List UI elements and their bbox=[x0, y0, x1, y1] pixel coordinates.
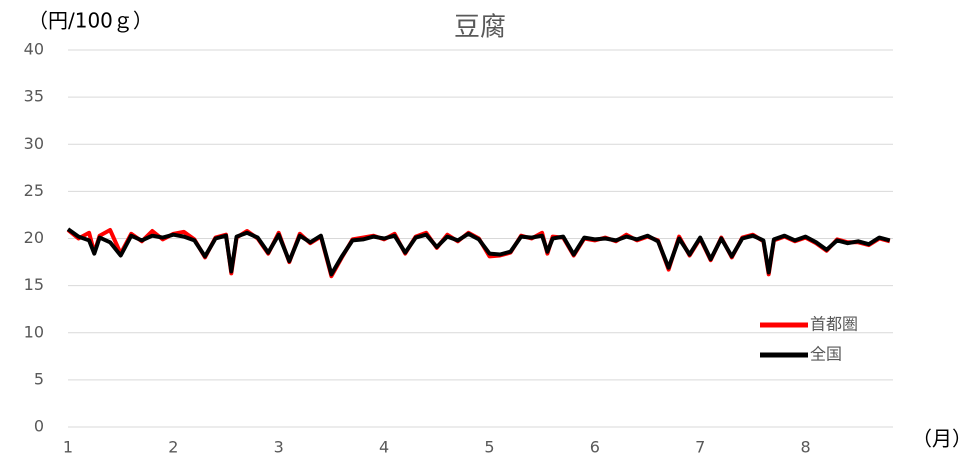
y-tick-label: 25 bbox=[24, 181, 44, 200]
y-axis-title: （円/100ｇ） bbox=[28, 9, 153, 33]
series-line bbox=[66, 227, 891, 277]
chart-title: 豆腐 bbox=[454, 13, 506, 43]
legend-label: 全国 bbox=[810, 345, 842, 364]
x-tick-label: 4 bbox=[379, 438, 389, 457]
y-tick-label: 15 bbox=[24, 275, 44, 294]
y-tick-label: 30 bbox=[24, 134, 44, 153]
y-tick-label: 20 bbox=[24, 228, 44, 247]
x-tick-label: 3 bbox=[274, 438, 284, 457]
y-tick-label: 35 bbox=[24, 87, 44, 106]
x-tick-label: 7 bbox=[695, 438, 705, 457]
x-tick-label: 5 bbox=[484, 438, 494, 457]
x-tick-label: 8 bbox=[800, 438, 810, 457]
y-tick-label: 0 bbox=[34, 417, 44, 436]
legend-label: 首都圏 bbox=[810, 315, 858, 334]
x-tick-label: 1 bbox=[63, 438, 73, 457]
y-tick-label: 10 bbox=[24, 322, 44, 341]
x-tick-label: 2 bbox=[168, 438, 178, 457]
x-axis-title: （月） bbox=[912, 427, 967, 451]
x-tick-label: 6 bbox=[590, 438, 600, 457]
y-tick-label: 5 bbox=[34, 369, 44, 388]
y-tick-label: 40 bbox=[24, 40, 44, 59]
